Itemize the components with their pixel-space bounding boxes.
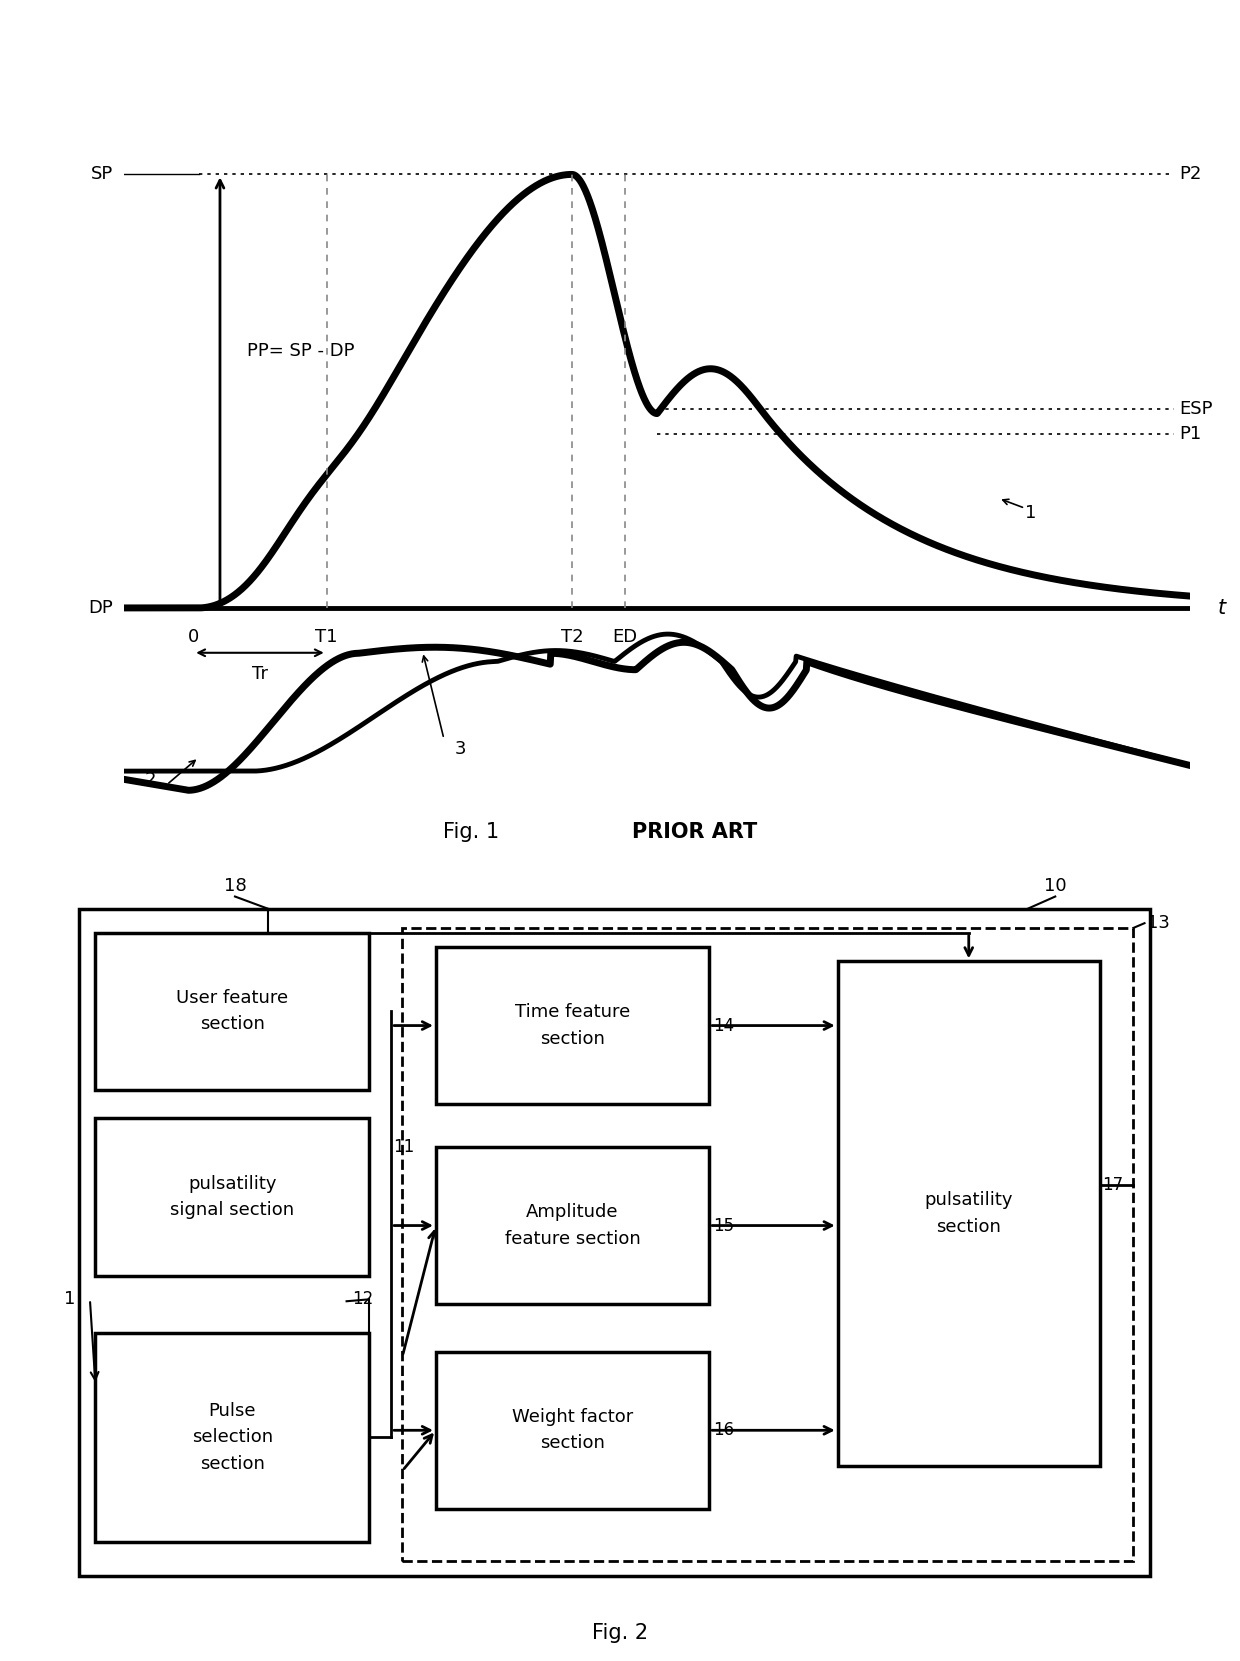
Text: User feature
section: User feature section bbox=[176, 988, 288, 1033]
Text: SP: SP bbox=[91, 166, 113, 183]
Text: ESP: ESP bbox=[1179, 400, 1213, 417]
Text: Tr: Tr bbox=[252, 664, 268, 683]
Text: 3: 3 bbox=[455, 739, 466, 757]
Text: Time feature
section: Time feature section bbox=[515, 1003, 630, 1048]
Bar bbox=[838, 962, 1100, 1467]
Bar bbox=[436, 1148, 709, 1304]
Text: Weight factor
section: Weight factor section bbox=[512, 1409, 634, 1452]
Text: 0: 0 bbox=[187, 628, 198, 646]
Text: 2: 2 bbox=[145, 771, 156, 789]
Text: Fig. 1: Fig. 1 bbox=[443, 822, 500, 842]
Text: 12: 12 bbox=[352, 1291, 373, 1309]
Bar bbox=[402, 928, 1133, 1561]
Text: 11: 11 bbox=[393, 1138, 414, 1156]
Bar bbox=[95, 1332, 370, 1541]
Text: DP: DP bbox=[88, 600, 113, 616]
Text: 13: 13 bbox=[1147, 914, 1169, 932]
Text: Amplitude
feature section: Amplitude feature section bbox=[505, 1203, 640, 1247]
Bar bbox=[95, 933, 370, 1090]
Text: $t$: $t$ bbox=[1216, 598, 1228, 618]
Text: 1: 1 bbox=[64, 1291, 76, 1309]
Text: pulsatility
signal section: pulsatility signal section bbox=[170, 1174, 294, 1219]
Text: 16: 16 bbox=[713, 1422, 734, 1440]
Text: T1: T1 bbox=[315, 628, 337, 646]
Text: ED: ED bbox=[613, 628, 637, 646]
Text: 15: 15 bbox=[713, 1216, 734, 1234]
Text: 18: 18 bbox=[223, 877, 247, 895]
Text: P1: P1 bbox=[1179, 425, 1202, 442]
Text: T2: T2 bbox=[560, 628, 583, 646]
Text: PP= SP - DP: PP= SP - DP bbox=[247, 342, 355, 360]
Text: P2: P2 bbox=[1179, 166, 1202, 183]
Text: 17: 17 bbox=[1102, 1176, 1123, 1194]
Text: 10: 10 bbox=[1044, 877, 1066, 895]
Bar bbox=[95, 1118, 370, 1276]
Text: 1: 1 bbox=[1025, 505, 1037, 522]
Text: 14: 14 bbox=[713, 1017, 734, 1035]
Text: Fig. 2: Fig. 2 bbox=[591, 1623, 649, 1643]
Text: PRIOR ART: PRIOR ART bbox=[631, 822, 758, 842]
Bar bbox=[436, 947, 709, 1105]
Text: Pulse
selection
section: Pulse selection section bbox=[192, 1402, 273, 1473]
Text: pulsatility
section: pulsatility section bbox=[925, 1191, 1013, 1236]
Bar bbox=[436, 1352, 709, 1508]
